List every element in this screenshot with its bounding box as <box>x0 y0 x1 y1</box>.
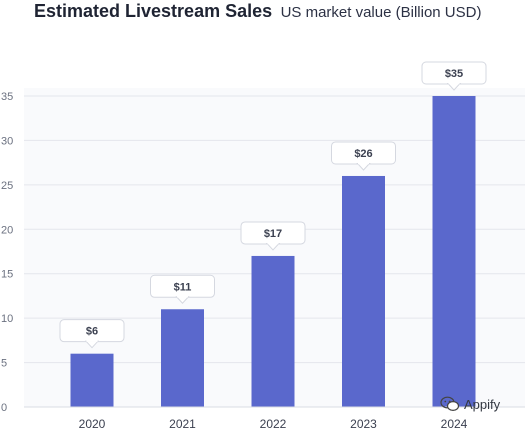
x-tick-label: 2022 <box>260 417 287 429</box>
data-label: $17 <box>264 228 282 240</box>
y-tick-label: 30 <box>1 135 13 147</box>
watermark-text: Appify <box>464 396 501 412</box>
data-label: $26 <box>354 148 372 160</box>
x-tick-label: 2023 <box>350 417 377 429</box>
chart-header: Estimated Livestream Sales US market val… <box>34 1 481 22</box>
data-label: $6 <box>86 326 98 338</box>
bar <box>161 309 204 407</box>
chart-subtitle: US market value (Billion USD) <box>280 4 482 21</box>
y-tick-label: 35 <box>1 91 13 103</box>
y-tick-label: 10 <box>1 313 13 325</box>
wechat-icon <box>440 396 460 412</box>
x-tick-label: 2024 <box>441 417 468 429</box>
chart-title: Estimated Livestream Sales <box>34 1 273 21</box>
bar <box>251 255 295 407</box>
x-tick-label: 2021 <box>169 417 196 429</box>
y-tick-label: 20 <box>1 224 13 236</box>
bar <box>432 96 476 407</box>
y-tick-label: 5 <box>1 358 7 370</box>
data-label: $11 <box>174 281 192 293</box>
bar <box>70 353 114 407</box>
bar <box>342 175 385 407</box>
watermark: Appify <box>440 396 500 412</box>
y-tick-label: 0 <box>1 402 7 414</box>
data-label: $35 <box>445 68 463 80</box>
x-tick-label: 2020 <box>79 417 106 429</box>
y-tick-label: 15 <box>1 269 13 281</box>
y-tick-label: 25 <box>1 180 13 192</box>
